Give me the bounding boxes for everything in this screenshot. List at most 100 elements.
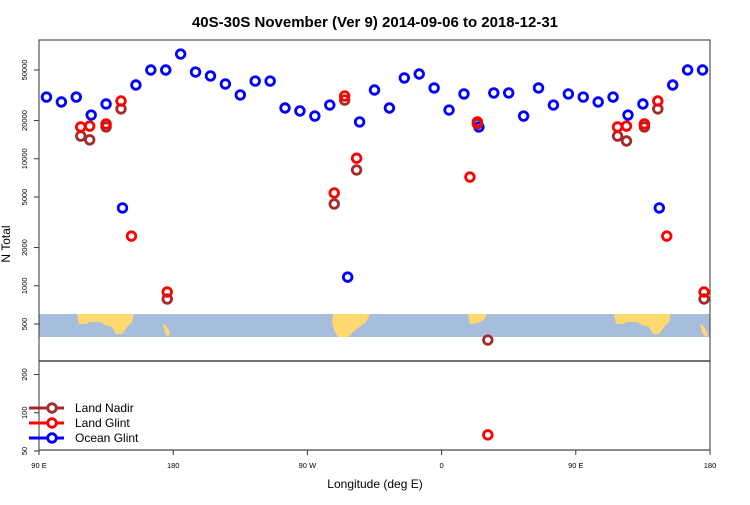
y-tick-label: 50000 <box>20 60 29 81</box>
data-point <box>413 68 425 80</box>
data-point <box>562 88 575 100</box>
data-point <box>353 116 366 128</box>
x-axis-label: Longitude (deg E) <box>327 477 422 491</box>
data-point <box>328 198 340 210</box>
y-tick-label: 5000 <box>20 189 29 206</box>
data-point <box>100 98 112 110</box>
data-point <box>115 95 127 107</box>
legend-marker <box>46 402 58 414</box>
x-tick-label: 90 W <box>299 461 317 470</box>
data-point <box>234 89 247 101</box>
data-point <box>611 130 624 142</box>
data-point <box>350 164 363 176</box>
x-tick-label: 90 E <box>568 461 583 470</box>
data-point <box>85 109 97 121</box>
data-point <box>532 82 545 94</box>
y-tick-label: 10000 <box>20 148 29 169</box>
data-point <box>698 286 710 298</box>
data-point <box>443 104 455 116</box>
data-point <box>219 78 232 90</box>
data-point <box>620 120 633 132</box>
data-point <box>464 171 476 183</box>
x-tick-label: 180 <box>704 461 717 470</box>
land-africa <box>468 314 487 324</box>
y-tick-label: 100 <box>20 407 29 420</box>
series-land-glint <box>75 90 710 441</box>
data-point <box>338 94 351 106</box>
land-new-zealand <box>163 323 170 337</box>
legend-label: Ocean Glint <box>75 431 139 445</box>
data-point <box>161 293 173 305</box>
data-point <box>368 84 381 96</box>
y-tick-label: 200 <box>20 368 29 381</box>
data-point <box>249 75 261 87</box>
data-point <box>482 334 494 346</box>
land-australia <box>77 314 134 334</box>
data-point <box>161 286 173 298</box>
data-point <box>145 64 157 76</box>
data-point <box>398 72 411 84</box>
data-point <box>698 293 710 305</box>
land-south-america <box>332 314 370 337</box>
data-point <box>611 121 624 133</box>
data-point <box>70 91 82 103</box>
data-point <box>116 202 129 214</box>
land-australia-repeat <box>614 314 671 334</box>
data-point <box>653 202 666 214</box>
data-point <box>100 118 112 130</box>
data-point <box>577 91 589 103</box>
data-point <box>83 120 96 132</box>
data-point <box>620 135 633 147</box>
data-point <box>55 96 68 108</box>
land-new-zealand-repeat <box>700 323 708 337</box>
data-point <box>75 121 87 133</box>
data-point <box>482 429 494 441</box>
data-point <box>622 109 634 121</box>
data-point <box>264 75 276 87</box>
data-point <box>189 66 202 78</box>
data-point <box>503 87 515 99</box>
data-point <box>652 95 664 107</box>
data-point <box>383 102 396 114</box>
data-point <box>696 64 709 76</box>
y-tick-label: 1000 <box>20 277 29 294</box>
data-point <box>661 230 673 242</box>
legend-marker <box>46 417 58 429</box>
data-point <box>471 116 484 128</box>
data-point <box>338 90 351 102</box>
y-tick-label: 50 <box>20 447 29 455</box>
y-tick-label: 500 <box>20 318 29 331</box>
data-point <box>204 70 217 82</box>
legend-label: Land Nadir <box>75 401 134 415</box>
data-point <box>637 98 649 110</box>
data-point <box>294 105 306 117</box>
data-point <box>638 118 651 130</box>
data-point <box>607 91 619 103</box>
data-point <box>83 134 96 146</box>
data-point <box>488 87 500 99</box>
data-point <box>592 96 604 108</box>
data-point <box>130 79 142 91</box>
data-point <box>350 152 363 164</box>
y-tick-label: 20000 <box>20 110 29 131</box>
data-point <box>458 88 470 100</box>
data-point <box>341 271 354 283</box>
series-ocean-glint <box>40 48 709 283</box>
plot-frame <box>38 39 711 451</box>
chart-title: 40S-30S November (Ver 9) 2014-09-06 to 2… <box>192 14 558 31</box>
data-point <box>174 48 187 60</box>
data-point <box>125 230 138 242</box>
y-axis-label: N Total <box>0 225 13 262</box>
data-point <box>160 64 172 76</box>
data-point <box>681 64 694 76</box>
data-point <box>547 99 560 111</box>
ocean-band <box>39 314 710 337</box>
map-strip <box>39 314 710 337</box>
data-point <box>517 110 530 122</box>
x-tick-label: 0 <box>440 461 444 470</box>
x-tick-label: 180 <box>167 461 180 470</box>
data-point <box>667 79 679 91</box>
x-tick-label: 90 E <box>31 461 46 470</box>
